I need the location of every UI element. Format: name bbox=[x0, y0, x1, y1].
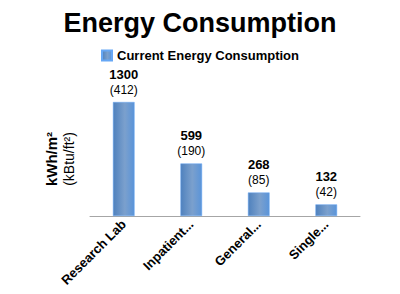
svg-text:599: 599 bbox=[180, 128, 202, 143]
svg-text:132: 132 bbox=[315, 169, 337, 184]
svg-text:kWh/m²: kWh/m² bbox=[43, 132, 60, 186]
svg-text:(kBtu/ft²): (kBtu/ft²) bbox=[61, 132, 77, 186]
svg-text:(85): (85) bbox=[248, 173, 269, 187]
svg-text:Research Lab: Research Lab bbox=[58, 217, 129, 288]
svg-text:(190): (190) bbox=[177, 144, 205, 158]
svg-text:268: 268 bbox=[248, 157, 270, 172]
svg-text:(42): (42) bbox=[316, 185, 337, 199]
svg-text:General...: General... bbox=[212, 217, 264, 269]
svg-text:Energy Consumption: Energy Consumption bbox=[63, 8, 336, 38]
svg-text:(412): (412) bbox=[110, 83, 138, 97]
svg-text:Single...: Single... bbox=[286, 217, 332, 263]
svg-text:Inpatient...: Inpatient... bbox=[140, 217, 197, 274]
svg-text:1300: 1300 bbox=[109, 67, 138, 82]
svg-text:Current Energy Consumption: Current Energy Consumption bbox=[117, 48, 299, 63]
